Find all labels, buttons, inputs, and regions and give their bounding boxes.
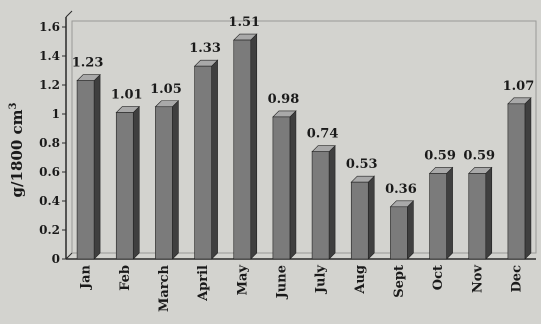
category-label: Jan: [79, 264, 94, 290]
bar-front: [76, 80, 95, 260]
bar: [272, 110, 297, 260]
x-axis: [65, 252, 536, 260]
data-label: 1.51: [228, 15, 260, 30]
bar-series: [76, 33, 532, 260]
bar: [193, 59, 219, 260]
bar: [389, 200, 415, 260]
bar-side: [407, 200, 414, 260]
chart-back-wall: [71, 20, 537, 254]
bar-side: [289, 110, 297, 260]
data-label: 0.36: [385, 182, 417, 197]
y-axis-title-superscript: 3: [8, 103, 19, 110]
data-label: 0.59: [463, 148, 495, 163]
y-axis-title: g/1800 cm3: [8, 103, 26, 198]
category-label: Oct: [431, 265, 446, 290]
category-label: July: [314, 265, 329, 295]
bar-front: [233, 39, 252, 260]
bar: [428, 166, 454, 260]
y-tick-label: 0: [52, 252, 60, 266]
data-label: 1.23: [72, 56, 104, 71]
bar-front: [311, 151, 330, 260]
category-label: Dec: [509, 265, 524, 293]
category-label: April: [196, 265, 211, 302]
bar-front: [507, 103, 526, 260]
y-axis: 0 0.2 0.4 0.6 0.8 1 1.2 1.4 1.6: [39, 10, 73, 266]
bar: [350, 175, 375, 260]
data-label: 1.07: [503, 79, 535, 94]
bar-front: [468, 173, 487, 260]
category-label: Sept: [392, 265, 407, 298]
back-wall-frame: [71, 20, 537, 254]
data-label: 1.33: [189, 41, 221, 56]
y-tick-label: 1: [52, 107, 60, 121]
bar-front: [272, 116, 291, 260]
bar-side: [132, 105, 140, 260]
x-axis-depth-line: [65, 252, 73, 260]
category-labels: Jan Feb March April May June July Aug Sept Oct Nov…: [79, 264, 525, 312]
bar-front: [429, 173, 447, 260]
y-axis-title-text: g/1800 cm: [8, 109, 26, 197]
bar: [468, 166, 493, 260]
bar-side: [250, 33, 258, 260]
data-labels: 1.23 1.01 1.05 1.33 1.51 0.98 0.74 0.53 0.36 0.59…: [72, 15, 535, 197]
category-label: Aug: [353, 265, 368, 295]
bar: [507, 97, 532, 260]
category-label: May: [235, 265, 250, 296]
bar: [233, 33, 258, 260]
category-label: Feb: [118, 265, 133, 291]
bar-front: [350, 181, 369, 260]
bar-side: [367, 175, 375, 260]
data-label: 1.05: [150, 82, 182, 97]
bar-side: [211, 59, 218, 260]
bar-front: [115, 112, 134, 260]
bar-side: [93, 73, 101, 260]
data-label: 0.53: [346, 157, 378, 172]
bar-side: [328, 144, 336, 260]
bar-front: [390, 206, 408, 260]
bar: [76, 73, 101, 260]
category-label: June: [274, 265, 289, 299]
bar: [154, 100, 180, 260]
y-tick-label: 0.8: [39, 136, 60, 150]
y-tick-label: 1.2: [39, 78, 60, 92]
bar-front: [194, 65, 212, 260]
bar-side: [446, 166, 453, 260]
data-label: 0.74: [307, 127, 339, 142]
bar: [311, 144, 336, 260]
y-tick-label: 0.4: [39, 194, 60, 208]
data-label: 0.59: [424, 148, 456, 163]
data-label: 0.98: [268, 92, 300, 107]
y-tick-label: 0.2: [39, 223, 60, 237]
y-axis-depth-line: [65, 10, 73, 18]
bar-side: [172, 100, 179, 260]
bar-side: [524, 97, 532, 260]
category-label: March: [157, 264, 172, 312]
y-tick-label: 1.6: [39, 20, 60, 34]
bar: [115, 105, 140, 260]
y-tick-label: 1.4: [39, 49, 60, 63]
bar-side: [485, 166, 493, 260]
data-label: 1.01: [111, 88, 143, 103]
y-tick-label: 0.6: [39, 165, 60, 179]
bar-front: [155, 106, 173, 260]
category-label: Nov: [470, 265, 485, 294]
